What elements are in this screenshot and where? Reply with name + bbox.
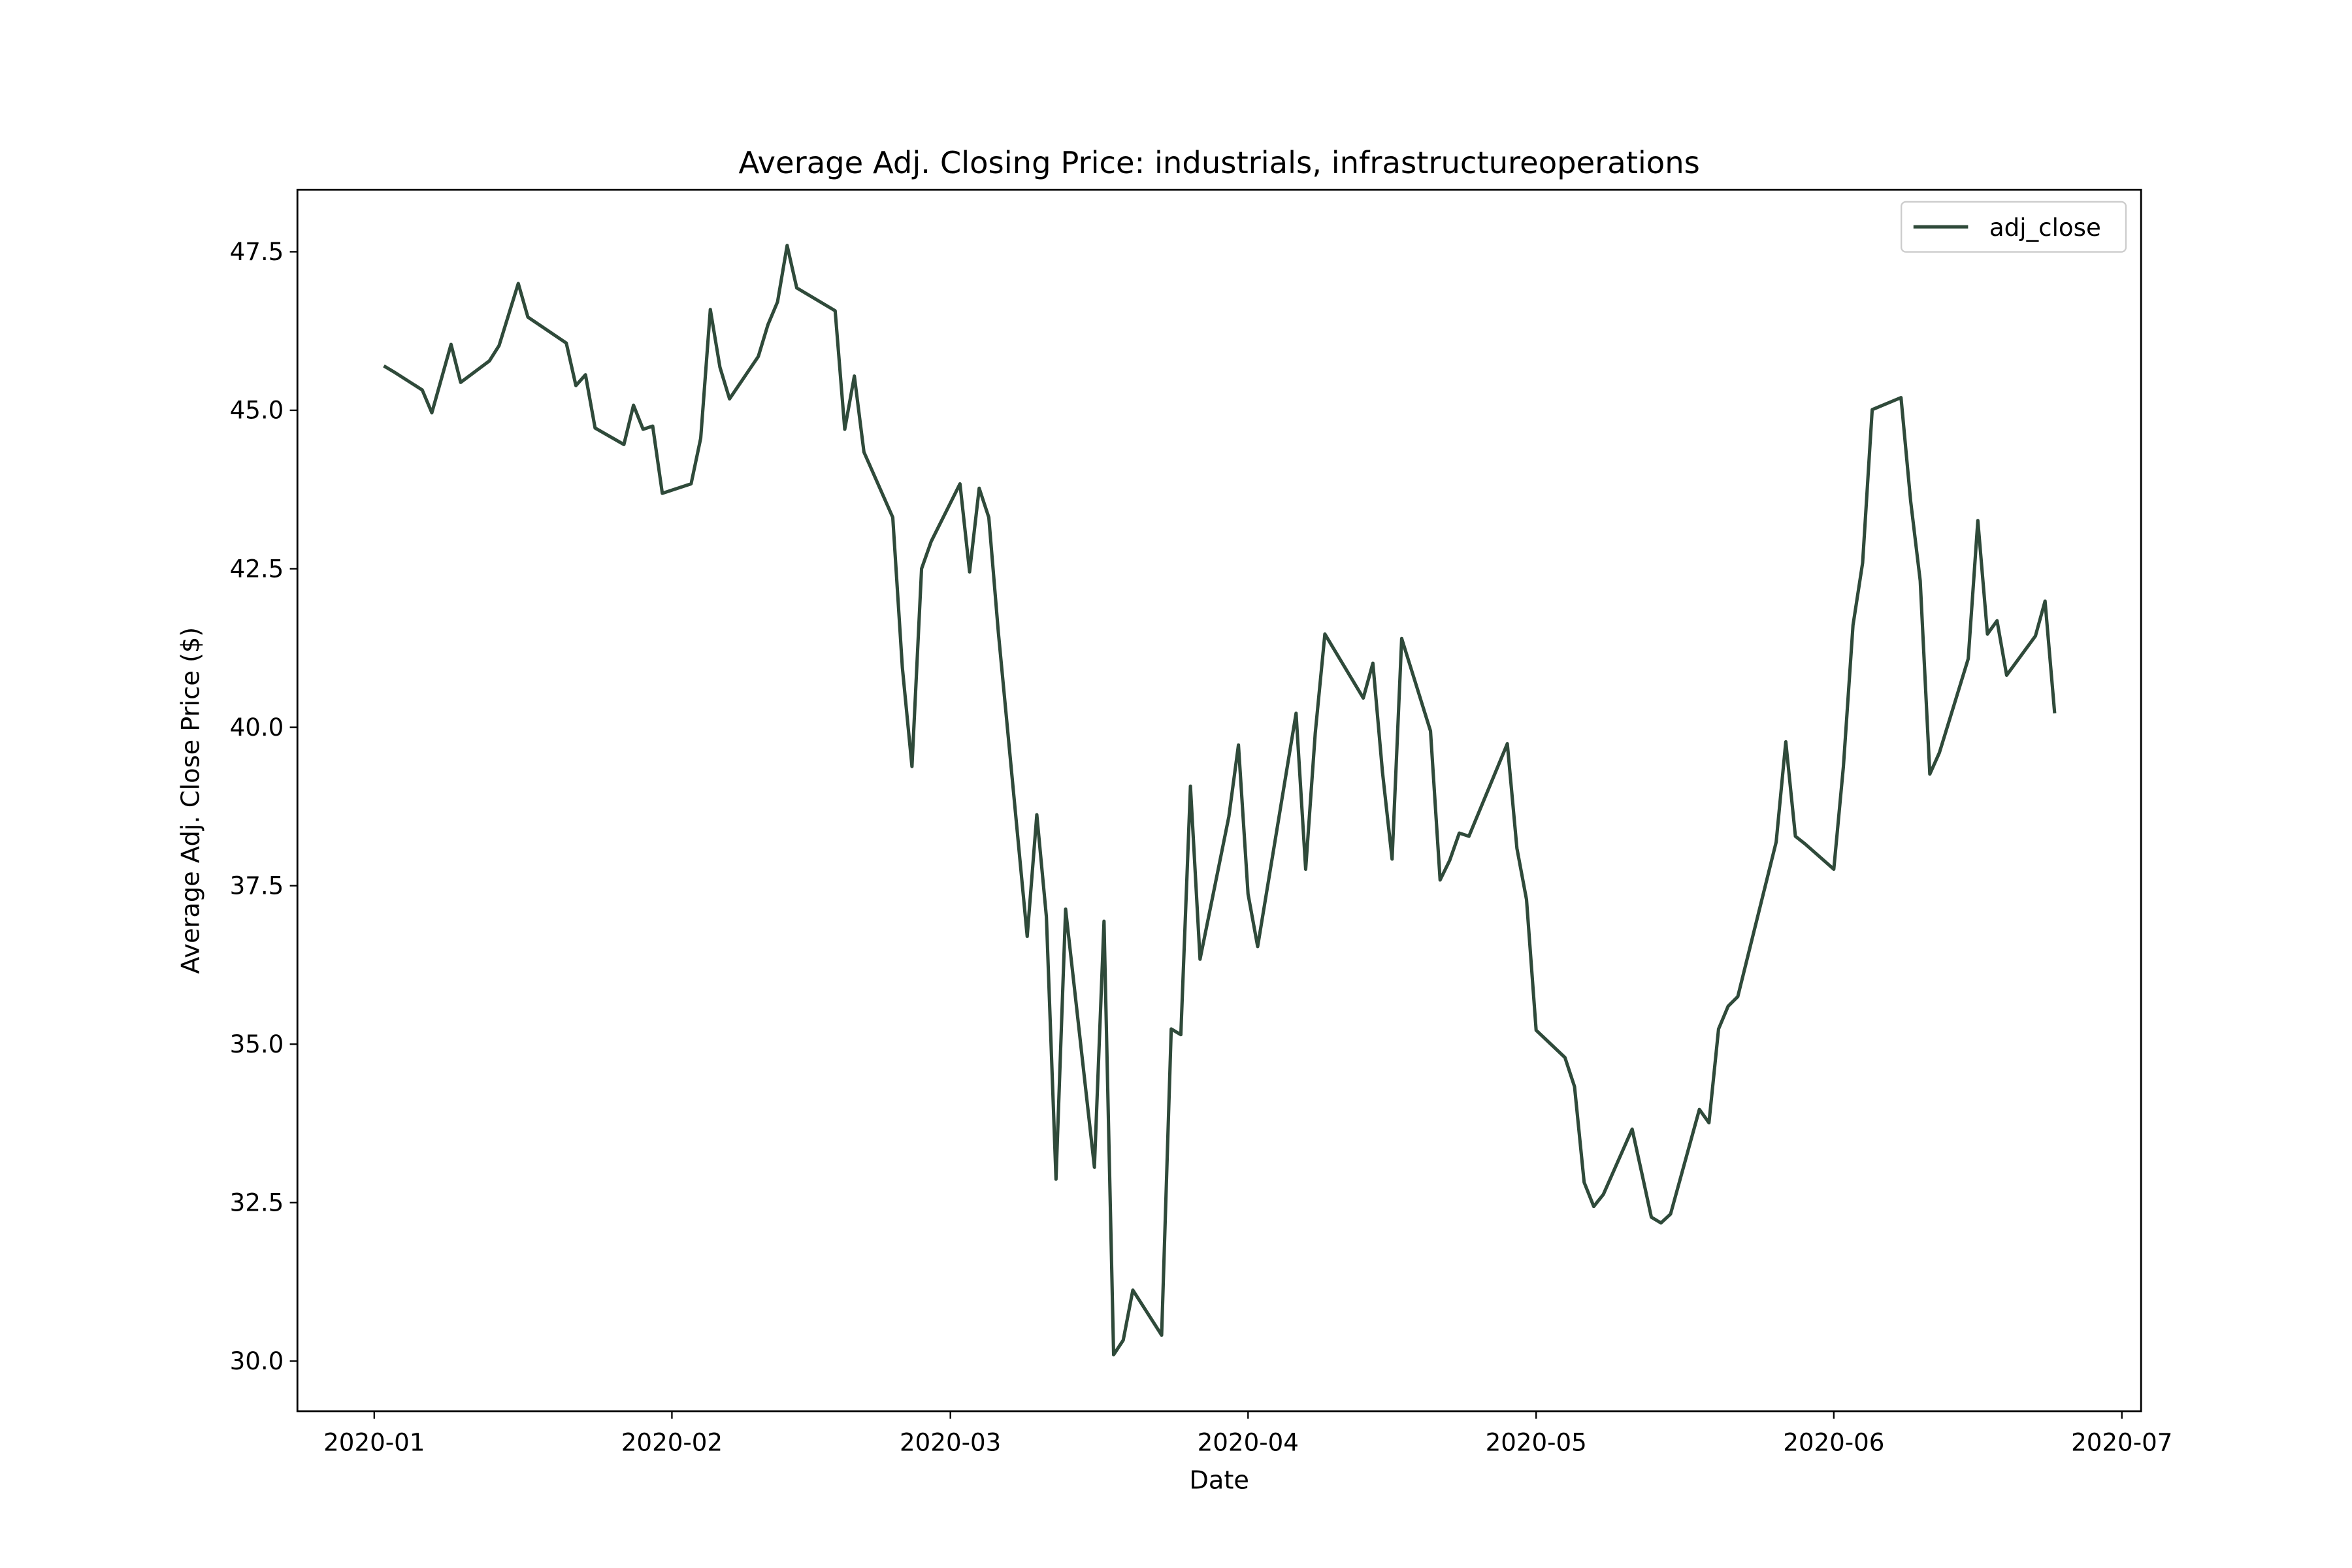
y-axis-label: Average Adj. Close Price ($) [176, 627, 205, 974]
y-tick-label: 35.0 [230, 1030, 284, 1058]
chart-title: Average Adj. Closing Price: industrials,… [739, 145, 1700, 180]
legend-label: adj_close [1989, 214, 2101, 242]
x-tick-label: 2020-04 [1198, 1428, 1299, 1456]
y-tick-label: 32.5 [230, 1189, 284, 1217]
y-tick-label: 45.0 [230, 397, 284, 425]
data-line [383, 244, 2057, 1357]
y-tick-label: 30.0 [230, 1347, 284, 1375]
x-tick-label: 2020-06 [1783, 1428, 1884, 1456]
y-tick-label: 47.5 [230, 238, 284, 266]
y-tick-label: 40.0 [230, 713, 284, 742]
legend-box [1901, 201, 2127, 253]
x-axis-label: Date [1189, 1465, 1249, 1495]
x-tick-label: 2020-01 [323, 1428, 425, 1456]
y-tick-label: 42.5 [230, 555, 284, 583]
x-tick-label: 2020-07 [2071, 1428, 2172, 1456]
x-tick-label: 2020-05 [1486, 1428, 1587, 1456]
x-tick-label: 2020-02 [621, 1428, 723, 1456]
legend: adj_close [1901, 201, 2127, 253]
x-tick-label: 2020-03 [900, 1428, 1001, 1456]
y-tick-label: 37.5 [230, 872, 284, 900]
plot-frame [296, 188, 2142, 1413]
